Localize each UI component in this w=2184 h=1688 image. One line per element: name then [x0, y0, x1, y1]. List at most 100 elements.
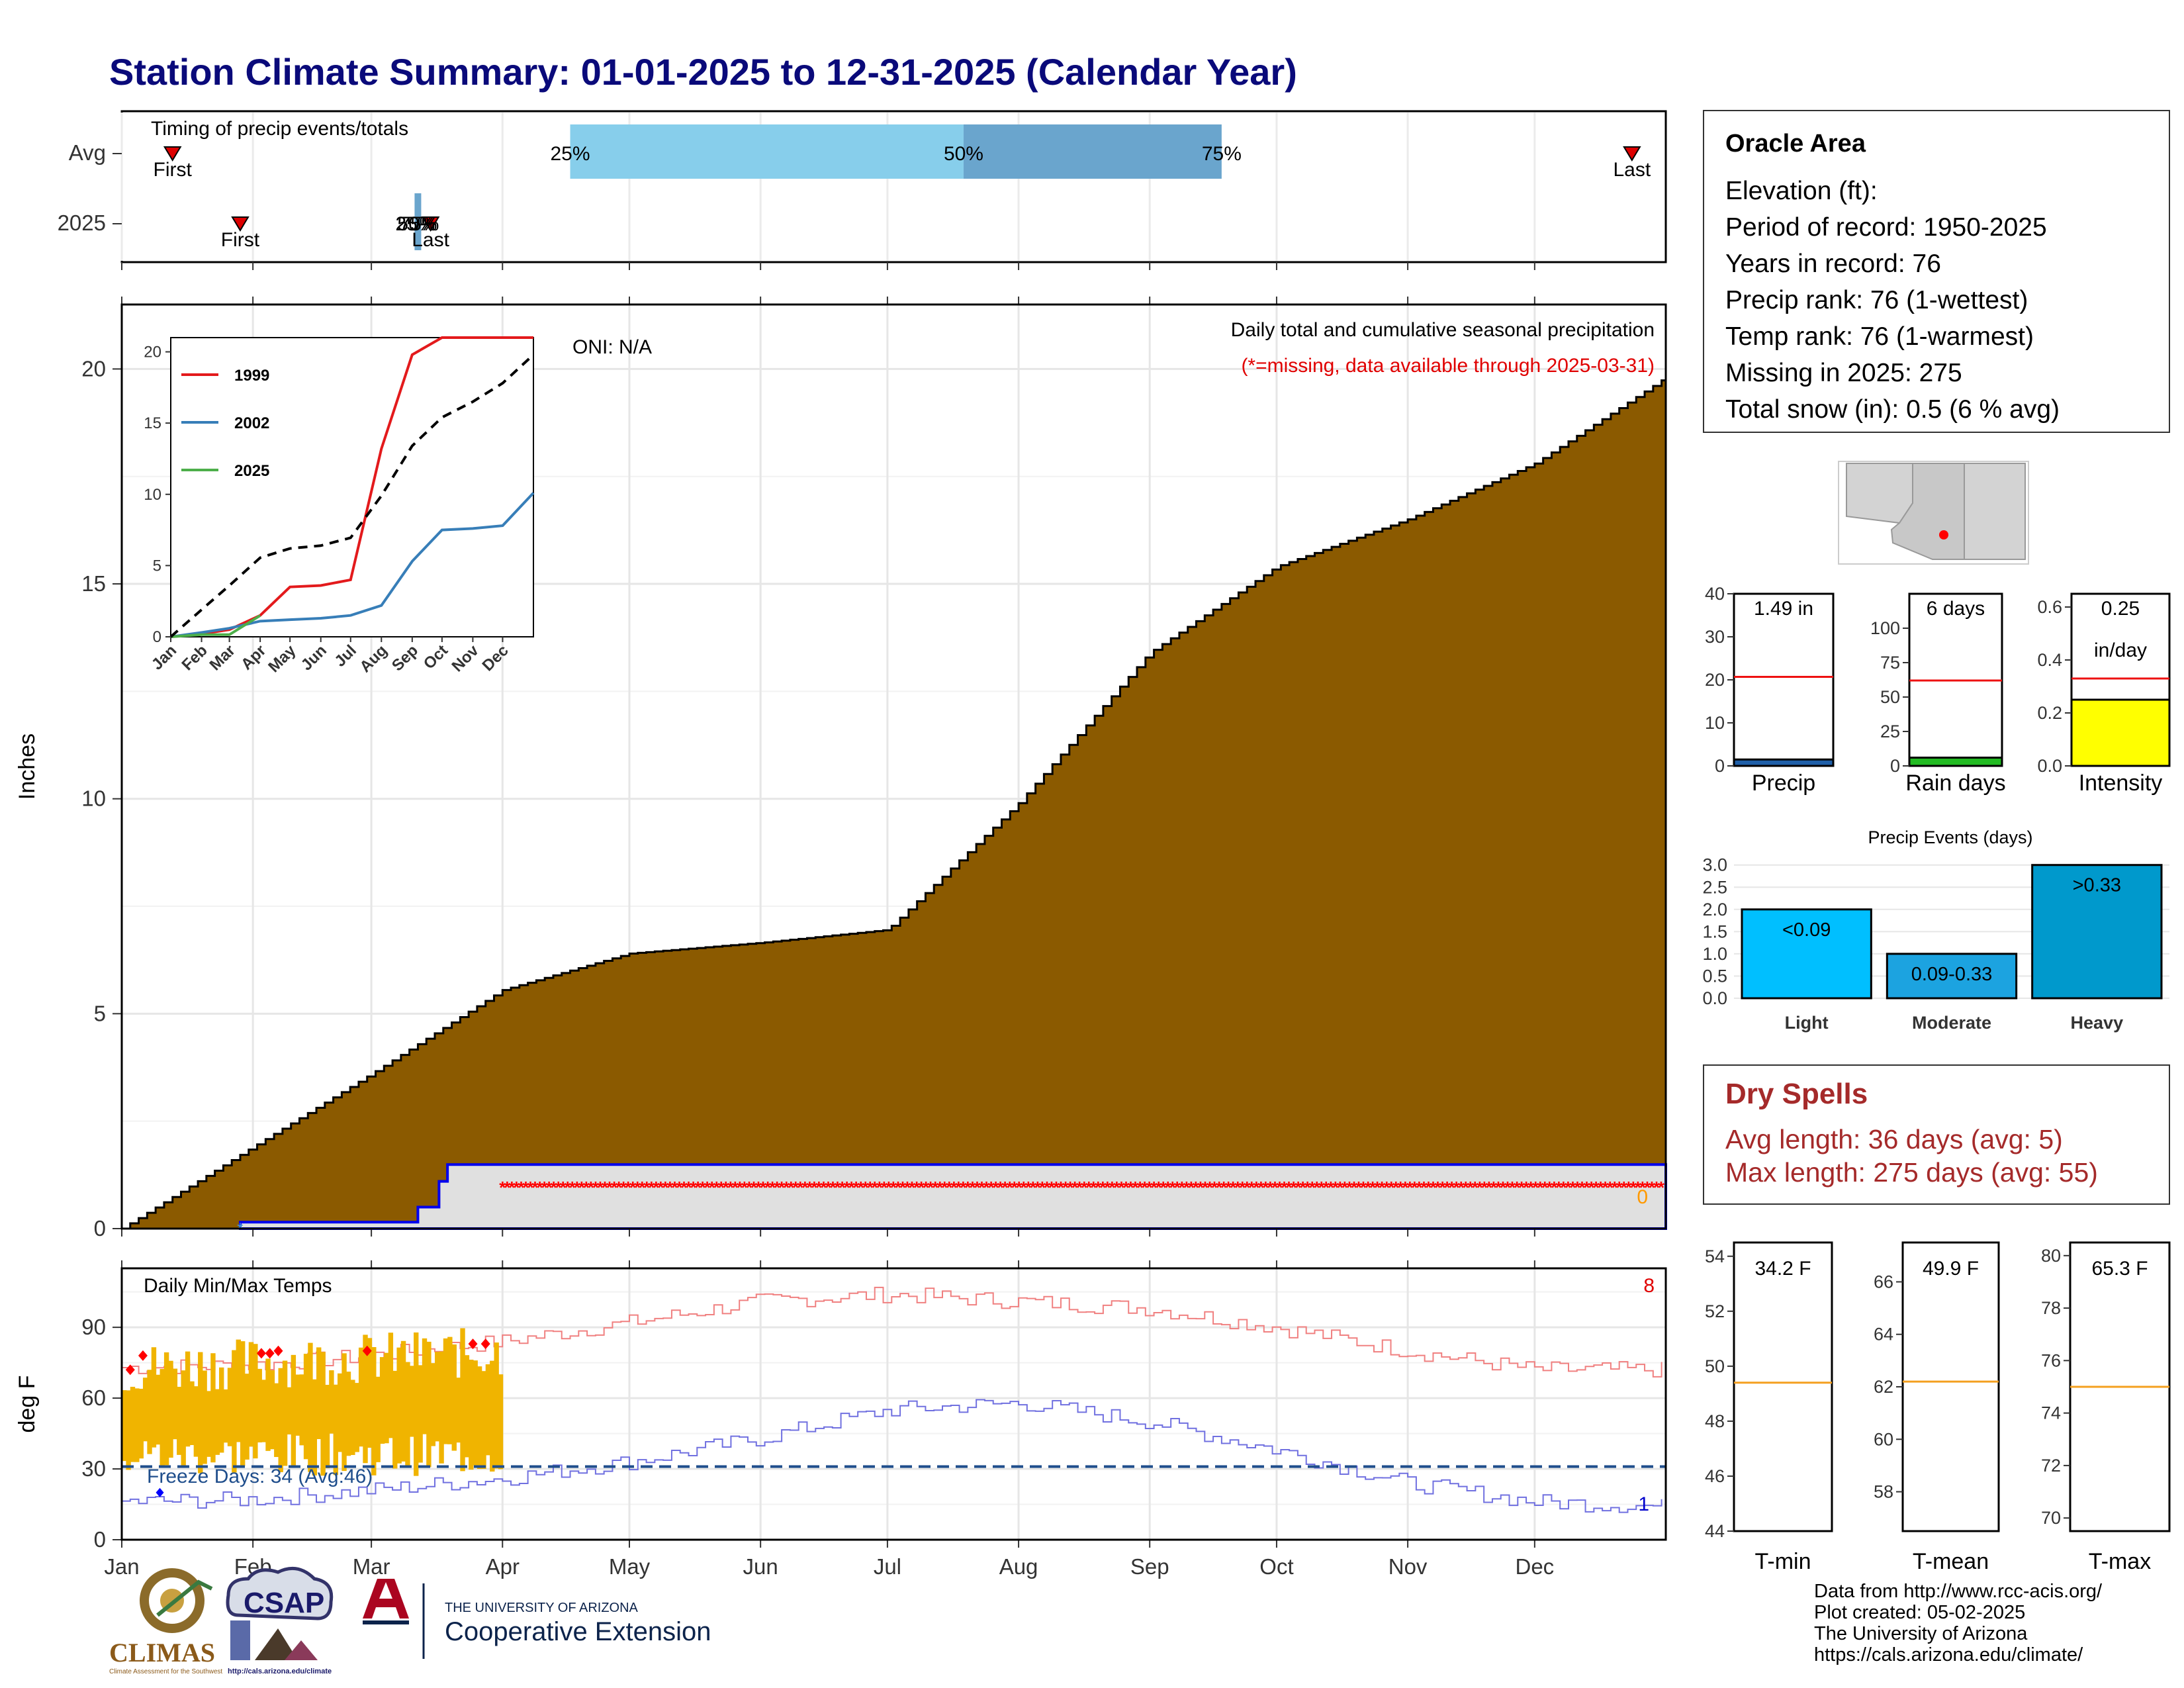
obs-daily-temp-bar: [134, 1388, 140, 1462]
missing-day-marker: *: [606, 1178, 614, 1197]
intensity-ytick-label: 0.6: [2037, 597, 2062, 617]
missing-day-marker: *: [1546, 1178, 1553, 1197]
missing-day-marker: *: [709, 1178, 716, 1197]
obs-daily-temp-bar: [333, 1384, 338, 1476]
missing-day-marker: *: [764, 1178, 772, 1197]
footer-university: The University of Arizona: [1814, 1623, 2028, 1644]
tmax-ytick-label: 72: [2041, 1456, 2061, 1476]
obs-daily-temp-bar: [379, 1357, 385, 1444]
precip-value-label: 1.49 in: [1754, 598, 1813, 620]
obs-daily-temp-bar: [210, 1353, 216, 1463]
missing-day-marker: *: [536, 1178, 543, 1197]
missing-day-marker: *: [978, 1178, 985, 1197]
obs-daily-temp-bar: [485, 1364, 491, 1456]
missing-day-marker: *: [1574, 1178, 1581, 1197]
missing-day-marker: *: [946, 1178, 953, 1197]
missing-day-marker: *: [527, 1178, 534, 1197]
missing-day-marker: *: [1314, 1178, 1321, 1197]
missing-day-marker: *: [983, 1178, 990, 1197]
missing-day-marker: *: [886, 1178, 893, 1197]
missing-day-marker: *: [1598, 1178, 1605, 1197]
record-high-marker: [125, 1364, 135, 1376]
missing-day-marker: *: [992, 1178, 999, 1197]
missing-day-marker: *: [797, 1178, 804, 1197]
obs-daily-temp-bar: [498, 1374, 504, 1470]
missing-day-marker: *: [1616, 1178, 1623, 1197]
obs-daily-temp-bar: [434, 1352, 440, 1442]
missing-day-marker: *: [987, 1178, 995, 1197]
events-category-label: Heavy: [2071, 1013, 2124, 1033]
tmin-ytick-label: 48: [1705, 1411, 1725, 1431]
obs-daily-temp-bar: [257, 1368, 262, 1442]
record-low-marker: [156, 1487, 164, 1497]
missing-day-marker: *: [1021, 1178, 1028, 1197]
missing-day-marker: *: [685, 1178, 692, 1197]
timing-label: Timing of precip events/totals: [151, 118, 408, 140]
missing-day-marker: *: [1430, 1178, 1437, 1197]
precip-header: Daily total and cumulative seasonal prec…: [1231, 319, 1655, 341]
missing-day-marker: *: [1193, 1178, 1200, 1197]
record-high-marker: [480, 1338, 490, 1350]
missing-day-marker: *: [1220, 1178, 1228, 1197]
missing-day-marker: *: [1234, 1178, 1242, 1197]
missing-day-marker: *: [1388, 1178, 1395, 1197]
obs-daily-temp-bar: [168, 1360, 173, 1458]
obs-daily-temp-bar: [177, 1386, 182, 1455]
avg-last-label: Last: [1614, 159, 1651, 181]
missing-day-marker: *: [1011, 1178, 1019, 1197]
missing-day-marker: *: [1225, 1178, 1232, 1197]
missing-day-marker: *: [1365, 1178, 1372, 1197]
tmin-ytick-label: 46: [1705, 1466, 1725, 1486]
missing-day-marker: *: [1197, 1178, 1205, 1197]
precip-ytick-label: 10: [1705, 713, 1725, 733]
missing-day-marker: *: [1290, 1178, 1297, 1197]
intensity-value-bar: [2070, 698, 2171, 767]
missing-day-marker: *: [1490, 1178, 1498, 1197]
missing-day-marker: *: [1007, 1178, 1014, 1197]
p75-label: 75%: [1202, 143, 1242, 165]
obs-daily-temp-bar: [269, 1370, 275, 1450]
obs-daily-temp-bar: [388, 1333, 394, 1438]
missing-day-marker: *: [1337, 1178, 1344, 1197]
missing-day-marker: *: [620, 1178, 627, 1197]
obs-daily-temp-bar: [460, 1328, 465, 1472]
intensity-ytick-label: 0.2: [2037, 703, 2062, 723]
obs-daily-temp-bar: [156, 1374, 161, 1445]
missing-day-marker: *: [1295, 1178, 1302, 1197]
inset-ytick-label: 20: [144, 344, 161, 361]
rain_days-ytick-label: 75: [1880, 653, 1900, 673]
missing-day-marker: *: [1090, 1178, 1097, 1197]
missing-day-marker: *: [1374, 1178, 1381, 1197]
precip-ytick-label: 30: [1705, 627, 1725, 647]
missing-day-marker: *: [788, 1178, 795, 1197]
missing-day-marker: *: [1132, 1178, 1139, 1197]
missing-day-marker: *: [853, 1178, 860, 1197]
obs-daily-temp-bar: [358, 1347, 364, 1447]
missing-day-marker: *: [1318, 1178, 1326, 1197]
missing-day-marker: *: [1342, 1178, 1349, 1197]
missing-day-marker: *: [1630, 1178, 1637, 1197]
missing-day-marker: *: [588, 1178, 595, 1197]
station-location-dot: [1939, 530, 1948, 539]
missing-day-marker: *: [1555, 1178, 1563, 1197]
min-record-count: 1: [1638, 1493, 1649, 1515]
missing-day-marker: *: [1360, 1178, 1367, 1197]
missing-day-marker: *: [578, 1178, 586, 1197]
missing-day-marker: *: [676, 1178, 683, 1197]
month-label: Jun: [743, 1554, 778, 1579]
station-name: Oracle Area: [1725, 130, 1866, 158]
inset-frame: [170, 337, 534, 637]
tmin-ytick-label: 44: [1705, 1521, 1725, 1541]
obs-daily-temp-bar: [455, 1378, 461, 1443]
missing-day-marker: *: [1141, 1178, 1148, 1197]
obs-daily-temp-bar: [320, 1352, 326, 1476]
missing-day-marker: *: [1206, 1178, 1214, 1197]
missing-day-marker: *: [1592, 1178, 1600, 1197]
obs-daily-temp-bar: [189, 1381, 195, 1446]
missing-day-marker: *: [876, 1178, 884, 1197]
station-temp-rank: Temp rank: 76 (1-warmest): [1725, 322, 2034, 351]
missing-day-marker: *: [867, 1178, 874, 1197]
obs-daily-temp-bar: [206, 1391, 212, 1457]
missing-day-marker: *: [522, 1178, 529, 1197]
